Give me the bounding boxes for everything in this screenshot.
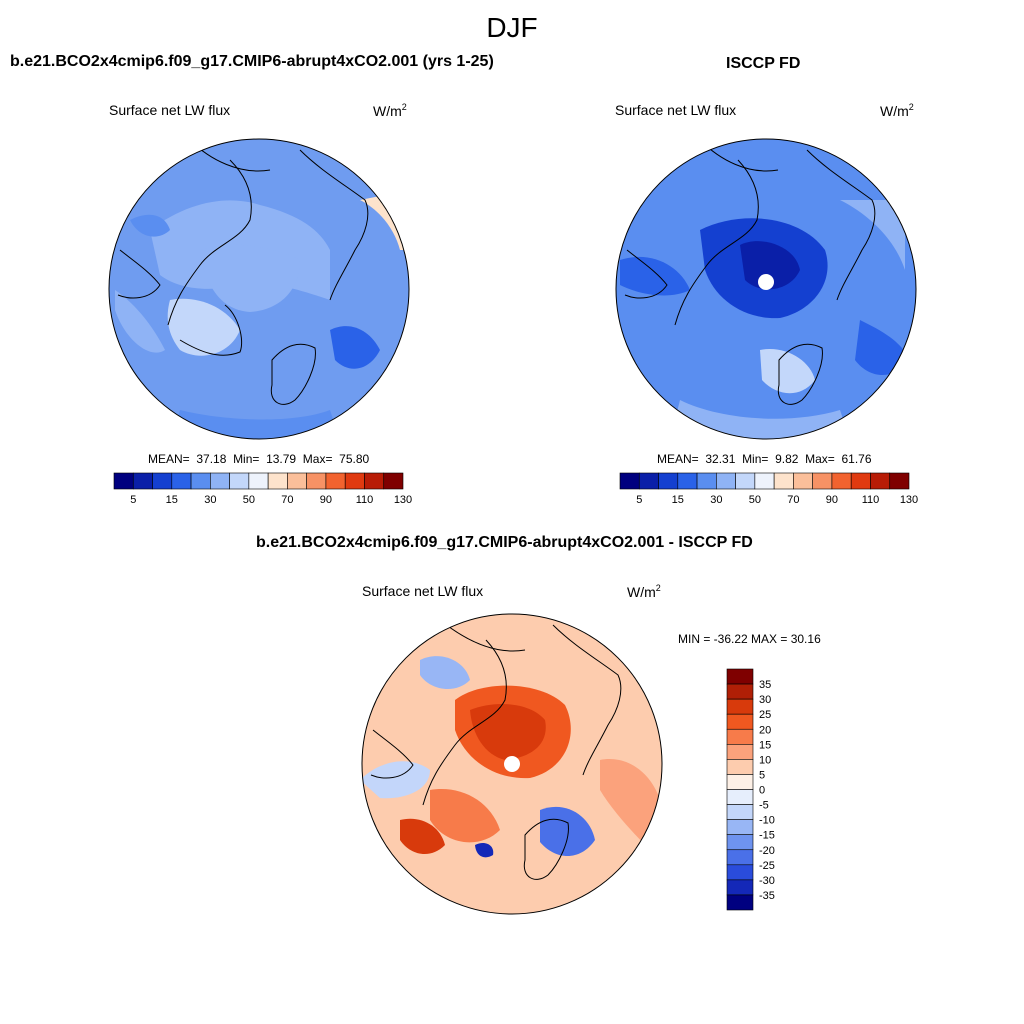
panel3-field-label: Surface net LW flux xyxy=(362,583,484,599)
panel1-units: W/m2 xyxy=(373,102,407,119)
colorbar-swatch xyxy=(344,472,365,490)
colorbar-swatch xyxy=(850,472,871,490)
colorbar-swatch xyxy=(267,472,288,490)
colorbar-tick-label: 20 xyxy=(759,724,771,736)
colorbar-swatch xyxy=(726,789,754,805)
colorbar-tick-label: 90 xyxy=(826,494,838,506)
panel3-missing-pole xyxy=(504,756,520,772)
colorbar-swatch xyxy=(364,472,385,490)
panel1-title: b.e21.BCO2x4cmip6.f09_g17.CMIP6-abrupt4x… xyxy=(10,53,494,70)
panel1-stats: MEAN= 37.18 Min= 13.79 Max= 75.80 xyxy=(148,452,370,466)
panel2-stats: MEAN= 32.31 Min= 9.82 Max= 61.76 xyxy=(657,452,872,466)
colorbar-tick-label: 5 xyxy=(759,769,765,781)
panel2-units: W/m2 xyxy=(880,102,914,119)
colorbar-swatch xyxy=(831,472,852,490)
colorbar-swatch xyxy=(696,472,717,490)
panel3-units: W/m2 xyxy=(627,583,661,600)
colorbar-swatch xyxy=(248,472,269,490)
panel2-missing-pole xyxy=(758,274,774,290)
colorbar-swatch xyxy=(726,759,754,775)
panel3-title: b.e21.BCO2x4cmip6.f09_g17.CMIP6-abrupt4x… xyxy=(256,534,753,551)
panel1-field-label: Surface net LW flux xyxy=(109,102,231,118)
panel2-map xyxy=(616,139,916,439)
colorbar-tick-label: 25 xyxy=(759,709,771,721)
panel2-colorbar: 5 15 30 50 70 90 110 130 xyxy=(619,472,918,506)
panel2-title: ISCCP FD xyxy=(726,55,801,72)
colorbar-swatch xyxy=(726,804,754,820)
colorbar-swatch xyxy=(619,472,640,490)
colorbar-swatch xyxy=(726,728,754,745)
colorbar-swatch xyxy=(113,472,134,490)
colorbar-tick-label: -10 xyxy=(759,815,775,827)
page-title: DJF xyxy=(486,12,538,43)
colorbar-swatch xyxy=(726,864,754,881)
colorbar-tick-label: -15 xyxy=(759,830,775,842)
colorbar-swatch xyxy=(716,472,736,490)
panel3-minmax: MIN = -36.22 MAX = 30.16 xyxy=(678,632,821,646)
colorbar-swatch xyxy=(889,472,910,490)
panel1-map xyxy=(109,139,409,439)
panel3-colorbar: 35 30 25 20 15 10 5 0 -5 -10 -15 -20 -25 -30 -35 xyxy=(726,668,775,911)
colorbar-swatch xyxy=(793,472,813,490)
colorbar-swatch xyxy=(726,879,754,896)
colorbar-swatch xyxy=(726,894,754,911)
colorbar-swatch xyxy=(726,698,754,715)
colorbar-tick-label: 70 xyxy=(281,494,293,506)
colorbar-tick-label: 15 xyxy=(759,739,771,751)
colorbar-swatch xyxy=(754,472,775,490)
panel2-field-label: Surface net LW flux xyxy=(615,102,737,118)
colorbar-swatch xyxy=(132,472,153,490)
colorbar-swatch xyxy=(726,744,754,760)
colorbar-swatch xyxy=(171,472,192,490)
colorbar-tick-label: 30 xyxy=(710,494,722,506)
colorbar-tick-label: 35 xyxy=(759,679,771,691)
colorbar-tick-label: 30 xyxy=(204,494,216,506)
colorbar-swatch xyxy=(870,472,891,490)
colorbar-tick-label: 30 xyxy=(759,694,771,706)
colorbar-tick-label: 90 xyxy=(320,494,332,506)
colorbar-tick-label: 110 xyxy=(862,494,880,506)
colorbar-swatch xyxy=(726,834,754,851)
colorbar-swatch xyxy=(726,683,754,700)
colorbar-tick-label: 10 xyxy=(759,754,771,766)
colorbar-tick-label: 5 xyxy=(130,494,136,506)
colorbar-tick-label: 130 xyxy=(900,494,918,506)
colorbar-swatch xyxy=(726,774,754,790)
colorbar-tick-label: -30 xyxy=(759,875,775,887)
colorbar-swatch xyxy=(726,713,754,730)
colorbar-swatch xyxy=(306,472,327,490)
colorbar-swatch xyxy=(726,849,754,866)
colorbar-swatch xyxy=(210,472,230,490)
colorbar-tick-label: 110 xyxy=(356,494,374,506)
colorbar-swatch xyxy=(287,472,307,490)
colorbar-tick-label: -25 xyxy=(759,860,775,872)
colorbar-tick-label: 5 xyxy=(636,494,642,506)
colorbar-swatch xyxy=(677,472,698,490)
colorbar-tick-label: 70 xyxy=(787,494,799,506)
colorbar-swatch xyxy=(638,472,659,490)
colorbar-swatch xyxy=(383,472,404,490)
colorbar-tick-label: 0 xyxy=(759,785,765,797)
colorbar-swatch xyxy=(229,472,250,490)
colorbar-swatch xyxy=(812,472,833,490)
colorbar-tick-label: 15 xyxy=(166,494,178,506)
colorbar-swatch xyxy=(152,472,173,490)
colorbar-tick-label: 130 xyxy=(394,494,412,506)
colorbar-tick-label: 50 xyxy=(243,494,255,506)
colorbar-swatch xyxy=(773,472,794,490)
colorbar-tick-label: -35 xyxy=(759,890,775,902)
colorbar-tick-label: 50 xyxy=(749,494,761,506)
colorbar-tick-label: -20 xyxy=(759,845,775,857)
colorbar-swatch xyxy=(658,472,679,490)
colorbar-swatch xyxy=(190,472,211,490)
colorbar-tick-label: -5 xyxy=(759,800,769,812)
panel1-colorbar: 5 15 30 50 70 90 110 130 xyxy=(113,472,412,506)
colorbar-swatch xyxy=(726,668,754,685)
colorbar-swatch xyxy=(735,472,756,490)
colorbar-swatch xyxy=(726,819,754,835)
colorbar-swatch xyxy=(325,472,346,490)
colorbar-tick-label: 15 xyxy=(672,494,684,506)
